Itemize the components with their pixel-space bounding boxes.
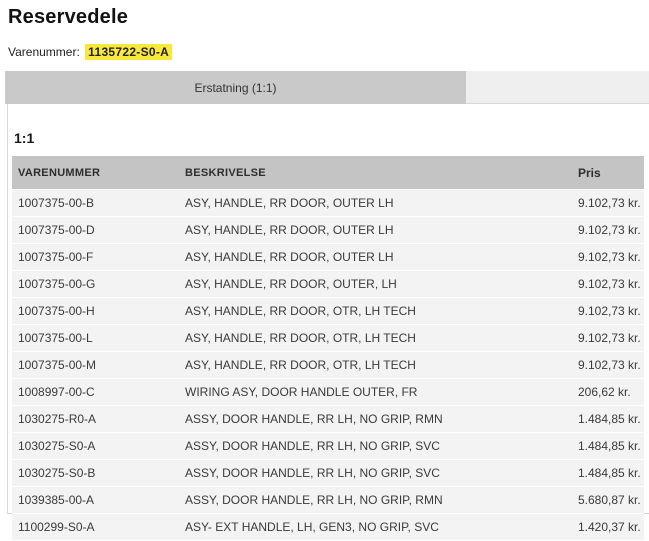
part-number-cell: 1007375-00-H [12,297,185,325]
price-cell: 9.102,73 kr. [578,243,644,271]
part-number-cell: 1007375-00-D [12,216,185,244]
price-cell: 9.102,73 kr. [578,216,644,244]
table-row: 1007375-00-F ASY, HANDLE, RR DOOR, OUTER … [12,243,644,271]
table-row: 1007375-00-D ASY, HANDLE, RR DOOR, OUTER … [12,216,644,244]
table-header-row: VARENUMMER BESKRIVELSE Pris [12,156,644,190]
price-cell: 1.484,85 kr. [578,459,644,487]
part-number-cell: 1007375-00-F [12,243,185,271]
price-cell: 1.484,85 kr. [578,432,644,460]
description-cell: ASY, HANDLE, RR DOOR, OUTER LH [185,243,578,271]
tab-strip: Erstatning (1:1) [5,71,649,104]
table-row: 1030275-R0-A ASSY, DOOR HANDLE, RR LH, NO… [12,405,644,433]
part-number-cell: 1030275-S0-A [12,432,185,460]
table-row: 1007375-00-G ASY, HANDLE, RR DOOR, OUTER,… [12,270,644,298]
description-cell: WIRING ASY, DOOR HANDLE OUTER, FR [185,378,578,406]
part-number-cell: 1007375-00-B [12,189,185,217]
description-cell: ASSY, DOOR HANDLE, RR LH, NO GRIP, RMN [185,405,578,433]
table-row: 1007375-00-L ASY, HANDLE, RR DOOR, OTR, L… [12,324,644,352]
description-cell: ASY, HANDLE, RR DOOR, OUTER, LH [185,270,578,298]
description-cell: ASY, HANDLE, RR DOOR, OUTER LH [185,216,578,244]
part-number-cell: 1007375-00-L [12,324,185,352]
description-cell: ASSY, DOOR HANDLE, RR LH, NO GRIP, RMN [185,486,578,514]
description-cell: ASY, HANDLE, RR DOOR, OUTER LH [185,189,578,217]
column-header-varenummer: VARENUMMER [12,156,185,190]
price-cell: 9.102,73 kr. [578,324,644,352]
price-cell: 9.102,73 kr. [578,189,644,217]
column-header-pris: Pris [578,156,644,190]
price-cell: 1.420,37 kr. [578,513,644,541]
description-cell: ASY, HANDLE, RR DOOR, OTR, LH TECH [185,324,578,352]
part-number-cell: 1007375-00-M [12,351,185,379]
price-cell: 206,62 kr. [578,378,644,406]
part-number-cell: 1030275-R0-A [12,405,185,433]
table-row: 1030275-S0-B ASSY, DOOR HANDLE, RR LH, NO… [12,459,644,487]
part-number-cell: 1007375-00-G [12,270,185,298]
content-panel: 1:1 VARENUMMER BESKRIVELSE Pris 1007375-… [7,104,649,541]
table-row: 1007375-00-B ASY, HANDLE, RR DOOR, OUTER … [12,189,644,217]
parts-table: VARENUMMER BESKRIVELSE Pris 1007375-00-B… [12,156,644,541]
table-row: 1039385-00-A ASSY, DOOR HANDLE, RR LH, NO… [12,486,644,514]
description-cell: ASSY, DOOR HANDLE, RR LH, NO GRIP, SVC [185,459,578,487]
description-cell: ASSY, DOOR HANDLE, RR LH, NO GRIP, SVC [185,432,578,460]
table-row: 1030275-S0-A ASSY, DOOR HANDLE, RR LH, NO… [12,432,644,460]
column-header-beskrivelse: BESKRIVELSE [185,156,578,190]
part-number-cell: 1100299-S0-A [12,513,185,541]
section-heading: 1:1 [14,130,35,146]
price-cell: 1.484,85 kr. [578,405,644,433]
varenummer-line: Varenummer: 1135722-S0-A [8,44,173,60]
page-title: Reservedele [8,6,129,28]
description-cell: ASY, HANDLE, RR DOOR, OTR, LH TECH [185,351,578,379]
part-number-cell: 1030275-S0-B [12,459,185,487]
part-number-cell: 1039385-00-A [12,486,185,514]
table-row: 1100299-S0-A ASY- EXT HANDLE, LH, GEN3, N… [12,513,644,541]
price-cell: 9.102,73 kr. [578,351,644,379]
table-row: 1008997-00-C WIRING ASY, DOOR HANDLE OUTE… [12,378,644,406]
tab-erstatning[interactable]: Erstatning (1:1) [5,71,466,104]
description-cell: ASY, HANDLE, RR DOOR, OTR, LH TECH [185,297,578,325]
varenummer-value-highlight: 1135722-S0-A [85,44,173,60]
part-number-cell: 1008997-00-C [12,378,185,406]
price-cell: 9.102,73 kr. [578,270,644,298]
price-cell: 9.102,73 kr. [578,297,644,325]
description-cell: ASY- EXT HANDLE, LH, GEN3, NO GRIP, SVC [185,513,578,541]
varenummer-label: Varenummer: [8,45,80,59]
table-row: 1007375-00-M ASY, HANDLE, RR DOOR, OTR, L… [12,351,644,379]
table-body: 1007375-00-B ASY, HANDLE, RR DOOR, OUTER … [12,189,644,541]
table-row: 1007375-00-H ASY, HANDLE, RR DOOR, OTR, L… [12,297,644,325]
price-cell: 5.680,87 kr. [578,486,644,514]
